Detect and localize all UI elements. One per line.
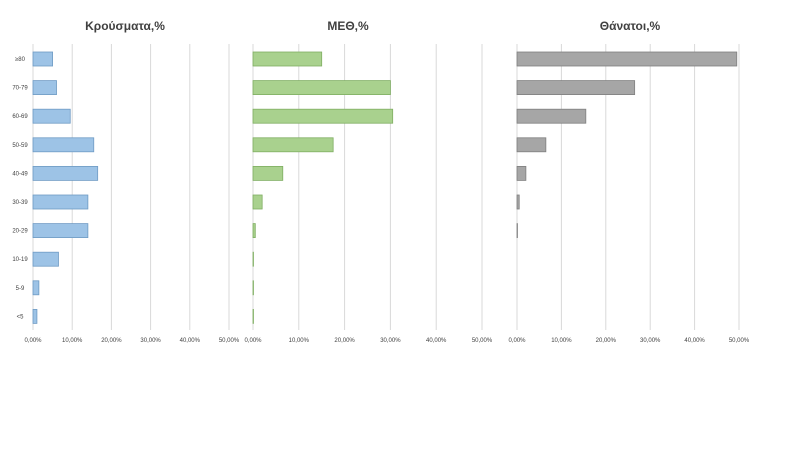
bar <box>517 138 546 152</box>
bar <box>253 138 333 152</box>
category-label: 40-49 <box>12 171 28 177</box>
bar <box>517 81 635 95</box>
panel-title: Κρούσματα,% <box>85 19 165 33</box>
x-tick-label: 10,00% <box>62 338 83 344</box>
x-tick-label: 0,00% <box>24 338 42 344</box>
x-tick-label: 50,00% <box>219 338 240 344</box>
x-tick-label: 30,00% <box>640 338 661 344</box>
bar <box>517 109 586 123</box>
category-label: 70-79 <box>12 86 28 92</box>
bar <box>33 224 88 238</box>
bar <box>33 166 98 180</box>
category-label: 20-29 <box>12 229 28 235</box>
category-label: 30-39 <box>12 200 28 206</box>
bar <box>517 195 519 209</box>
x-tick-label: 20,00% <box>596 338 617 344</box>
panel-title: Θάνατοι,% <box>600 19 661 33</box>
bar <box>33 309 37 323</box>
x-tick-label: 0,00% <box>508 338 526 344</box>
bar <box>33 109 70 123</box>
bar <box>33 52 53 66</box>
x-tick-label: 20,00% <box>101 338 122 344</box>
bar <box>253 224 255 238</box>
bar <box>33 138 94 152</box>
x-tick-label: 10,00% <box>289 338 310 344</box>
x-tick-label: 50,00% <box>472 338 493 344</box>
bar <box>33 195 88 209</box>
x-tick-label: 0,00% <box>244 338 262 344</box>
bar <box>517 166 526 180</box>
bar <box>253 166 283 180</box>
category-label: ≥80 <box>15 57 26 63</box>
bar <box>33 281 39 295</box>
x-tick-label: 40,00% <box>180 338 201 344</box>
x-tick-label: 40,00% <box>426 338 447 344</box>
bar <box>253 195 262 209</box>
bar <box>253 52 322 66</box>
bar <box>33 81 57 95</box>
panel-title: ΜΕΘ,% <box>327 19 369 33</box>
bar <box>517 52 737 66</box>
category-label: <5 <box>17 314 25 320</box>
category-label: 10-19 <box>12 257 28 263</box>
category-label: 50-59 <box>12 143 28 149</box>
bar <box>33 252 58 266</box>
x-tick-label: 30,00% <box>380 338 401 344</box>
category-label: 60-69 <box>12 114 28 120</box>
x-tick-label: 20,00% <box>334 338 355 344</box>
bar <box>253 109 393 123</box>
x-tick-label: 50,00% <box>729 338 750 344</box>
x-tick-label: 10,00% <box>551 338 572 344</box>
bar <box>253 81 390 95</box>
x-tick-label: 40,00% <box>684 338 705 344</box>
category-label: 5-9 <box>16 286 25 292</box>
x-tick-label: 30,00% <box>140 338 161 344</box>
